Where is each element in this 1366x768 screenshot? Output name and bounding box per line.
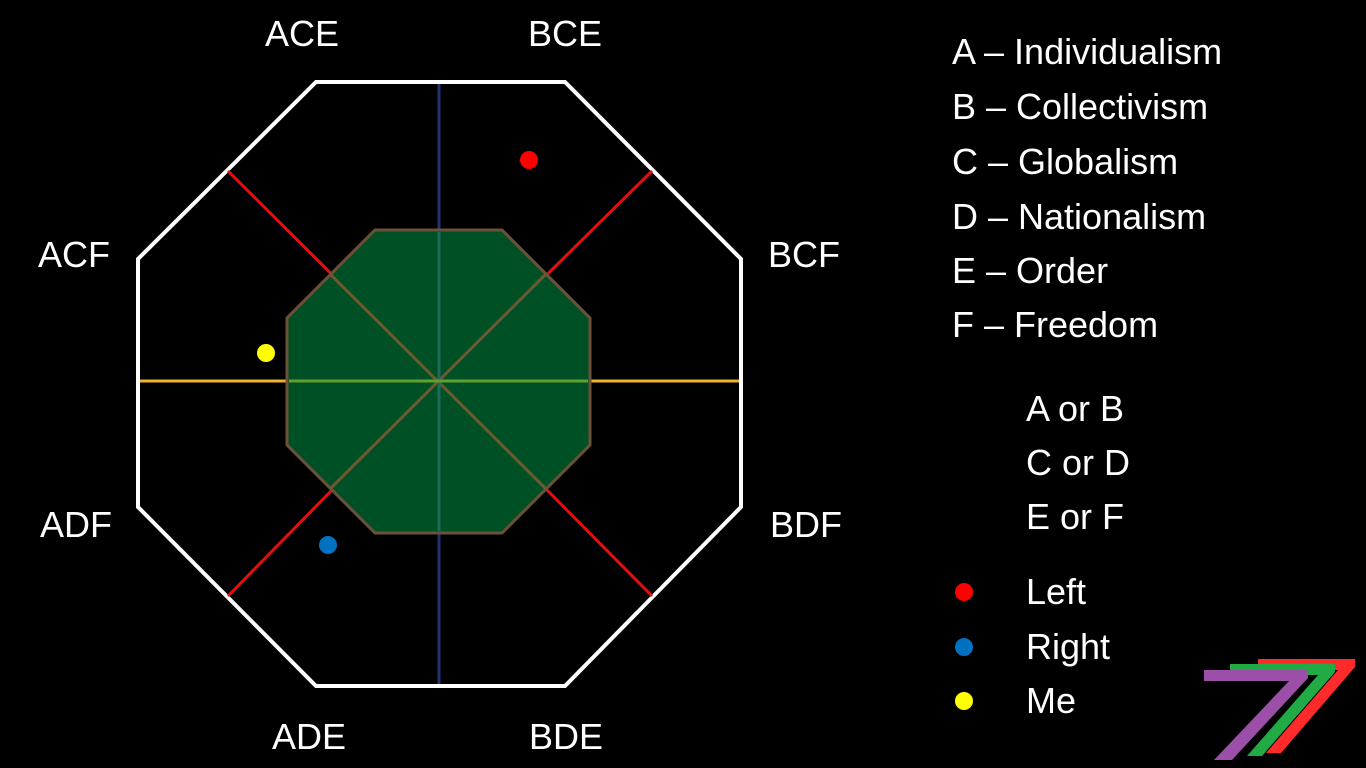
outer-octagon bbox=[136, 80, 743, 688]
legend-key-label: Me bbox=[1026, 680, 1077, 721]
legend-definition-d: D – Nationalism bbox=[952, 196, 1207, 237]
right-point bbox=[319, 536, 337, 554]
legend-definition-c: C – Globalism bbox=[952, 141, 1179, 182]
left-marker-dot bbox=[955, 583, 973, 601]
political-compass-diagram: ACE BCE ACF BCF ADF BDF ADE BDE bbox=[38, 13, 842, 757]
me-marker-dot bbox=[955, 692, 973, 710]
legend-definition-f: F – Freedom bbox=[952, 304, 1159, 345]
legend-definition-b: B – Collectivism bbox=[952, 86, 1209, 127]
legend-choice-cd: C or D bbox=[1026, 442, 1131, 483]
seven-stripes-logo bbox=[1204, 659, 1355, 760]
legend-choice-ef: E or F bbox=[1026, 496, 1125, 537]
legend-key-label: Left bbox=[1026, 571, 1087, 612]
legend-choice-ab: A or B bbox=[1026, 388, 1125, 429]
legend-key-left: Left bbox=[952, 570, 1212, 614]
vertex-label-bcf: BCF bbox=[768, 234, 840, 275]
me-point bbox=[257, 344, 275, 362]
vertex-label-bdf: BDF bbox=[770, 504, 842, 545]
logo-stripe-purple bbox=[1204, 670, 1308, 760]
legend-key-right: Right bbox=[952, 625, 1212, 669]
legend-definition-e: E – Order bbox=[952, 250, 1109, 291]
vertex-label-ace: ACE bbox=[265, 13, 339, 54]
left-point bbox=[520, 151, 538, 169]
logo-stripe-green bbox=[1230, 664, 1335, 756]
legend-definition-a: A – Individualism bbox=[952, 31, 1223, 72]
vertex-label-acf: ACF bbox=[38, 234, 110, 275]
vertex-label-bde: BDE bbox=[529, 716, 603, 757]
right-marker-dot bbox=[955, 638, 973, 656]
vertex-label-ade: ADE bbox=[272, 716, 346, 757]
legend-key-me: Me bbox=[952, 679, 1212, 723]
vertex-label-bce: BCE bbox=[528, 13, 602, 54]
legend-key-label: Right bbox=[1026, 626, 1111, 667]
vertex-label-adf: ADF bbox=[40, 504, 112, 545]
logo-stripe-red bbox=[1258, 659, 1355, 753]
